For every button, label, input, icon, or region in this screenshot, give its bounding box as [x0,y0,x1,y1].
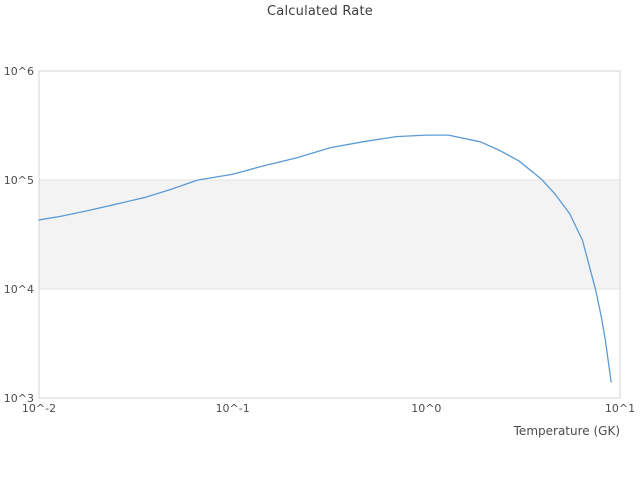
x-axis-title: Temperature (GK) [513,424,620,438]
y-tick-label: 10^6 [4,65,34,78]
x-tick-label: 10^1 [605,402,635,415]
plot-border [38,70,621,399]
x-tick-label: 10^0 [411,402,441,415]
y-tick-label: 10^5 [4,174,34,187]
highlight-band [39,180,620,289]
x-tick-label: 10^-2 [22,402,56,415]
rate-curve [38,134,612,383]
chart-title: Calculated Rate [267,4,373,19]
x-tick-label: 10^-1 [216,402,250,415]
y-tick-label: 10^3 [4,392,34,405]
y-tick-label: 10^4 [4,283,34,296]
